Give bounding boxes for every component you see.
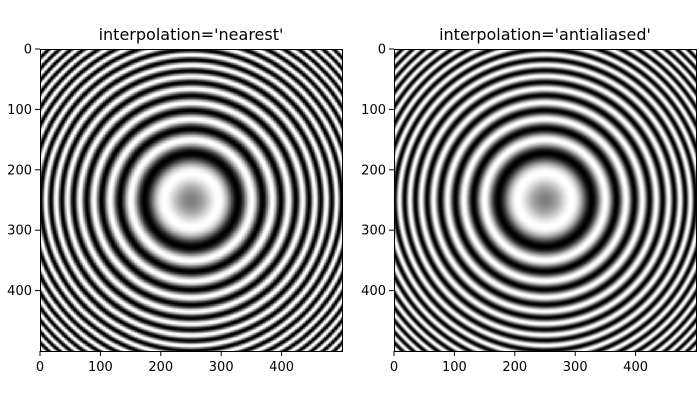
axes-2-ytick-label-100: 100 bbox=[361, 103, 386, 118]
axes-1-ytick-label-200: 200 bbox=[7, 163, 32, 178]
axes-1-ytick-label-300: 300 bbox=[7, 224, 32, 239]
axes-2-ytick-label-200: 200 bbox=[361, 163, 386, 178]
axes-1-xtick-label-0: 0 bbox=[36, 360, 44, 375]
axes-1-image bbox=[40, 49, 342, 351]
axes-1-ytick-label-400: 400 bbox=[7, 284, 32, 299]
axes-1-frame bbox=[40, 49, 343, 352]
axes-2-ytick-label-300: 300 bbox=[361, 224, 386, 239]
axes-2-xtick-label-200: 200 bbox=[502, 360, 527, 375]
axes-1-title: interpolation='nearest' bbox=[99, 25, 284, 44]
axes-2-image bbox=[394, 49, 696, 351]
axes-2-ytick-label-400: 400 bbox=[361, 284, 386, 299]
axes-2: interpolation='antialiased' 0 100 200 300 400… bbox=[361, 25, 697, 375]
axes-2-xtick-label-300: 300 bbox=[563, 360, 588, 375]
axes-2-xtick-label-400: 400 bbox=[623, 360, 648, 375]
axes-1-ytick-label-100: 100 bbox=[7, 103, 32, 118]
axes-2-title: interpolation='antialiased' bbox=[439, 25, 651, 44]
axes-1-xtick-label-100: 100 bbox=[88, 360, 113, 375]
axes-1-xtick-label-200: 200 bbox=[148, 360, 173, 375]
axes-1-xtick-label-400: 400 bbox=[269, 360, 294, 375]
axes-1-xtick-label-300: 300 bbox=[209, 360, 234, 375]
axes-1-ytick-label-0: 0 bbox=[24, 43, 32, 58]
axes-2-frame bbox=[394, 49, 697, 352]
axes-2-xtick-label-100: 100 bbox=[442, 360, 467, 375]
axes-2-xtick-label-0: 0 bbox=[390, 360, 398, 375]
axes-1: interpolation='nearest' 0 100 200 300 400 0 100… bbox=[7, 25, 343, 375]
axes-2-ytick-label-0: 0 bbox=[378, 43, 386, 58]
